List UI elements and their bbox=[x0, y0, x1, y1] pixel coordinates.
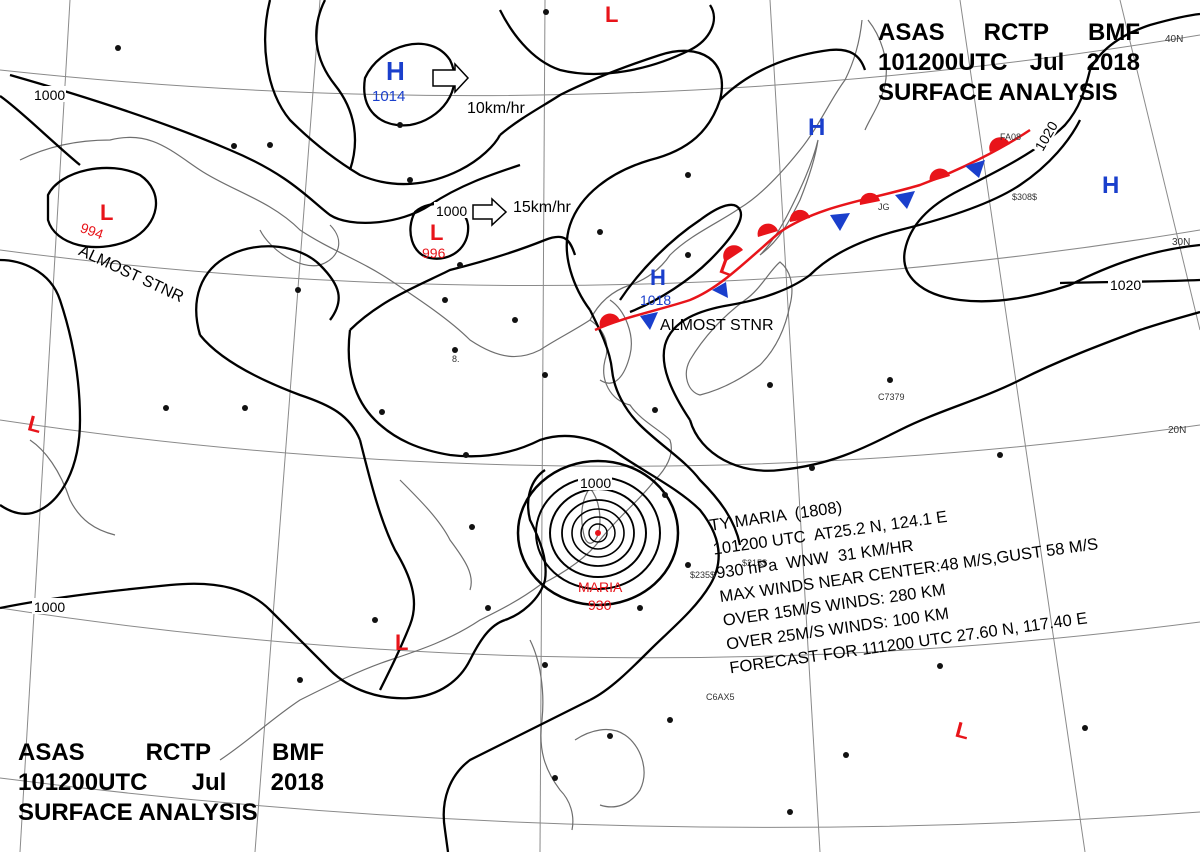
title-subtitle: SURFACE ANALYSIS bbox=[878, 79, 1118, 106]
title-agency: ASAS bbox=[18, 739, 85, 766]
lat-label: 30N bbox=[1172, 237, 1190, 248]
low-center-value: 994 bbox=[78, 219, 106, 242]
coastlines bbox=[19, 19, 887, 831]
typhoon-label: MARIA 930 bbox=[578, 579, 623, 613]
station-label: C7379 bbox=[878, 392, 905, 402]
isobar-label: 1020 bbox=[1110, 277, 1141, 293]
low-center-symbol: L bbox=[953, 717, 972, 745]
station-labels: $235$ $215$ $308$ C7379 C6AX5 JG FA08 8. bbox=[452, 132, 1037, 702]
lat-label: 20N bbox=[1168, 425, 1186, 436]
high-center-value: 1014 bbox=[372, 88, 405, 105]
high-center-symbol: H bbox=[808, 114, 825, 141]
station-label: $235$ bbox=[690, 570, 715, 580]
stationary-front bbox=[594, 128, 1031, 332]
isobar-labels: 1000 1000 1000 1000 1020 1020 bbox=[32, 86, 1142, 615]
movement-labels: 10km/hr 15km/hr bbox=[467, 100, 571, 216]
isobar-label: 1000 bbox=[580, 475, 611, 491]
title-month: Jul bbox=[191, 769, 227, 796]
title-subtitle: SURFACE ANALYSIS bbox=[18, 799, 258, 826]
title-year: 2018 bbox=[270, 769, 324, 796]
movement-arrows bbox=[432, 62, 508, 227]
title-agency: ASAS bbox=[878, 19, 945, 46]
title-month: Jul bbox=[1029, 49, 1065, 76]
title-code: BMF bbox=[1088, 19, 1140, 46]
station-label: JG bbox=[878, 202, 890, 212]
title-station: RCTP bbox=[983, 19, 1050, 46]
station-label: FA08 bbox=[1000, 132, 1021, 142]
low-center-symbol: L bbox=[395, 630, 408, 655]
isobar-label: 1000 bbox=[436, 203, 467, 219]
movement-note: ALMOST STNR bbox=[76, 243, 186, 306]
movement-label: 10km/hr bbox=[467, 100, 525, 117]
movement-label: 15km/hr bbox=[513, 199, 571, 216]
low-center-symbol: L bbox=[100, 200, 113, 225]
title-code: BMF bbox=[272, 739, 324, 766]
station-label: $308$ bbox=[1012, 192, 1037, 202]
title-station: RCTP bbox=[145, 739, 212, 766]
low-center-value: 996 bbox=[422, 245, 446, 261]
typhoon-center-marker bbox=[595, 530, 601, 536]
isobar-label: 1000 bbox=[34, 599, 65, 615]
map-title-top: ASAS RCTP BMF 101200UTC Jul 2018 SURFACE… bbox=[878, 18, 1140, 108]
typhoon-pressure: 930 bbox=[588, 597, 612, 613]
title-time: 101200UTC bbox=[878, 49, 1008, 76]
map-title-bottom: ASAS RCTP BMF 101200UTC Jul 2018 SURFACE… bbox=[18, 738, 324, 828]
low-center-symbol: L bbox=[25, 410, 44, 438]
high-center-symbol: H bbox=[650, 265, 666, 290]
low-center-symbol: L bbox=[605, 2, 618, 27]
high-center-symbol: H bbox=[386, 56, 405, 86]
typhoon-name: MARIA bbox=[578, 579, 623, 595]
station-label: 8. bbox=[452, 354, 460, 364]
high-center-symbol: H bbox=[1102, 172, 1119, 199]
low-center-symbol: L bbox=[716, 253, 737, 281]
station-marks bbox=[115, 9, 1088, 815]
low-center-symbol: L bbox=[430, 220, 443, 245]
isobar-label: 1000 bbox=[34, 87, 65, 103]
title-time: 101200UTC bbox=[18, 769, 148, 796]
station-label: C6AX5 bbox=[706, 692, 735, 702]
lat-label: 40N bbox=[1165, 34, 1183, 45]
station-label: $215$ bbox=[742, 558, 767, 568]
title-year: 2018 bbox=[1086, 49, 1140, 76]
movement-note: ALMOST STNR bbox=[660, 317, 774, 334]
high-center-value: 1018 bbox=[640, 292, 671, 308]
latitude-labels: 40N 30N 20N bbox=[1165, 34, 1190, 436]
